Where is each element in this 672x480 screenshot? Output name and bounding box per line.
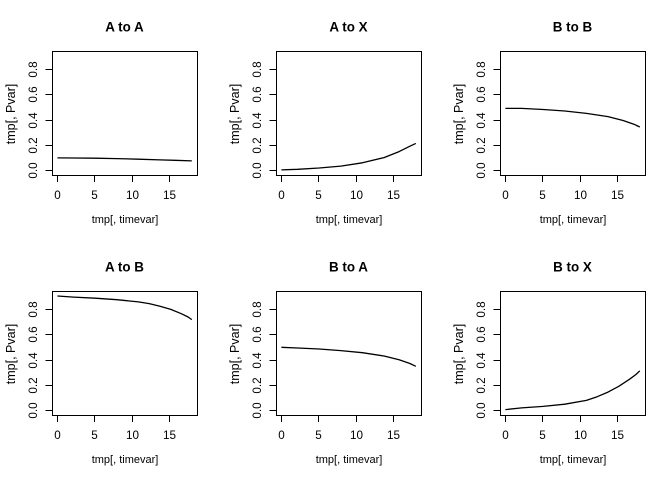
svg-text:B to A: B to A: [329, 259, 368, 274]
svg-text:0.6: 0.6: [27, 86, 40, 102]
svg-text:0.2: 0.2: [475, 377, 488, 393]
svg-text:tmp[, timevar]: tmp[, timevar]: [540, 214, 607, 226]
svg-text:0.8: 0.8: [27, 301, 40, 317]
svg-text:0.8: 0.8: [475, 61, 488, 77]
svg-text:0.2: 0.2: [27, 377, 40, 393]
svg-text:0.4: 0.4: [475, 112, 488, 129]
svg-text:15: 15: [611, 429, 625, 442]
svg-text:5: 5: [539, 189, 546, 202]
svg-text:0.2: 0.2: [27, 137, 40, 153]
svg-text:15: 15: [611, 189, 625, 202]
svg-text:0.6: 0.6: [27, 326, 40, 342]
svg-text:0.2: 0.2: [475, 137, 488, 153]
svg-text:0.4: 0.4: [27, 352, 40, 369]
svg-text:tmp[, Pvar]: tmp[, Pvar]: [228, 84, 242, 144]
svg-text:B to B: B to B: [553, 19, 593, 34]
svg-text:A to A: A to A: [105, 19, 144, 34]
svg-text:0: 0: [54, 189, 61, 202]
svg-text:tmp[, Pvar]: tmp[, Pvar]: [4, 324, 18, 384]
svg-text:0.8: 0.8: [251, 301, 264, 317]
svg-text:15: 15: [163, 429, 177, 442]
svg-text:10: 10: [350, 429, 364, 442]
svg-text:0.6: 0.6: [251, 86, 264, 102]
svg-text:B to X: B to X: [553, 259, 592, 274]
svg-text:0.0: 0.0: [27, 162, 40, 179]
svg-text:0.8: 0.8: [27, 61, 40, 77]
svg-text:0.0: 0.0: [251, 162, 264, 179]
svg-text:10: 10: [574, 429, 588, 442]
svg-text:10: 10: [574, 189, 588, 202]
svg-text:A to B: A to B: [105, 259, 144, 274]
svg-text:0.8: 0.8: [475, 301, 488, 317]
svg-text:0.6: 0.6: [475, 86, 488, 102]
svg-text:0.0: 0.0: [475, 162, 488, 179]
svg-text:0.0: 0.0: [251, 402, 264, 419]
svg-text:0.4: 0.4: [27, 112, 40, 129]
svg-text:0: 0: [278, 429, 285, 442]
svg-text:5: 5: [539, 429, 546, 442]
svg-text:0: 0: [278, 189, 285, 202]
svg-text:10: 10: [126, 429, 140, 442]
svg-text:0.2: 0.2: [251, 377, 264, 393]
svg-text:tmp[, Pvar]: tmp[, Pvar]: [228, 324, 242, 384]
svg-text:tmp[, Pvar]: tmp[, Pvar]: [452, 84, 466, 144]
svg-text:10: 10: [350, 189, 364, 202]
svg-text:0: 0: [502, 429, 509, 442]
svg-text:5: 5: [315, 429, 322, 442]
svg-text:0: 0: [502, 189, 509, 202]
svg-text:15: 15: [163, 189, 177, 202]
svg-text:10: 10: [126, 189, 140, 202]
svg-text:0.4: 0.4: [251, 352, 264, 369]
svg-text:0.6: 0.6: [475, 326, 488, 342]
svg-text:0.4: 0.4: [475, 352, 488, 369]
svg-text:15: 15: [387, 429, 401, 442]
svg-text:tmp[, timevar]: tmp[, timevar]: [316, 214, 383, 226]
svg-text:0.2: 0.2: [251, 137, 264, 153]
svg-text:tmp[, timevar]: tmp[, timevar]: [540, 454, 607, 466]
svg-text:5: 5: [91, 429, 98, 442]
svg-text:0.8: 0.8: [251, 61, 264, 77]
svg-text:tmp[, Pvar]: tmp[, Pvar]: [452, 324, 466, 384]
svg-text:tmp[, timevar]: tmp[, timevar]: [92, 454, 159, 466]
svg-text:0.6: 0.6: [251, 326, 264, 342]
svg-text:5: 5: [91, 189, 98, 202]
svg-text:15: 15: [387, 189, 401, 202]
svg-text:0.4: 0.4: [251, 112, 264, 129]
svg-text:tmp[, timevar]: tmp[, timevar]: [92, 214, 159, 226]
svg-text:A to X: A to X: [329, 19, 367, 34]
svg-text:tmp[, Pvar]: tmp[, Pvar]: [4, 84, 18, 144]
svg-text:0.0: 0.0: [27, 402, 40, 419]
svg-text:tmp[, timevar]: tmp[, timevar]: [316, 454, 383, 466]
svg-text:0: 0: [54, 429, 61, 442]
svg-text:0.0: 0.0: [475, 402, 488, 419]
svg-text:5: 5: [315, 189, 322, 202]
